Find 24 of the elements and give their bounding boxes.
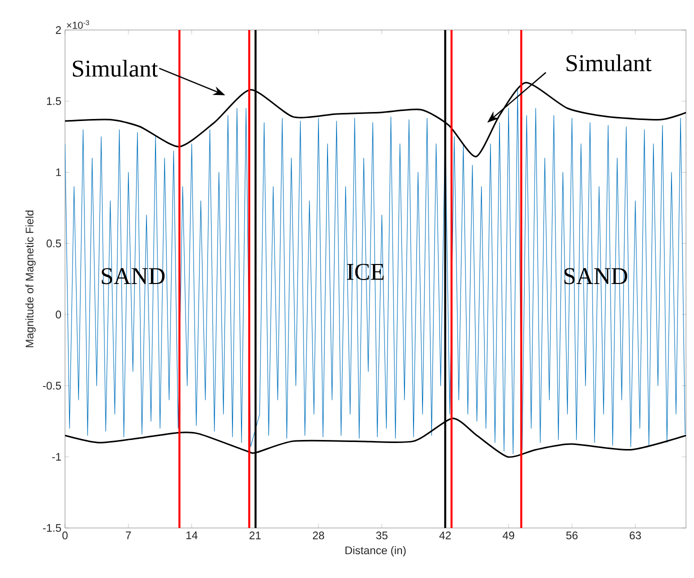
x-tick-label: 35 (376, 532, 388, 540)
y-tick-label: 0 (56, 310, 62, 318)
y-tick-label: 1 (56, 168, 61, 176)
annotation: Simulant (566, 54, 652, 72)
x-tick-label: 21 (250, 532, 261, 540)
x-tick-label: 63 (630, 532, 641, 540)
line-series (65, 89, 686, 454)
x-tick-label: 56 (566, 532, 578, 540)
y-tick-label: 1.5 (47, 97, 61, 105)
x-tick-label: 0 (62, 532, 68, 540)
y-tick-label: -1.5 (43, 524, 61, 532)
x-tick-label: 42 (439, 532, 451, 540)
x-tick-label: 7 (126, 532, 131, 540)
text: ×10$^{-3}$ (66, 20, 90, 29)
y-axis-title: Magnitude of Magnetic Field (25, 210, 36, 348)
y-tick-label: 2 (56, 26, 61, 34)
x-tick-label: 14 (186, 532, 198, 540)
x-tick-label: 49 (502, 532, 514, 540)
y-tick-label: -1 (52, 453, 61, 461)
y-tick-label: -0.5 (43, 382, 61, 390)
x-tick-label: 28 (312, 532, 324, 540)
y-tick-label: 0.5 (46, 240, 61, 248)
annotation: Simulant (72, 60, 158, 77)
x-axis-title: Distance (in) (346, 546, 406, 556)
